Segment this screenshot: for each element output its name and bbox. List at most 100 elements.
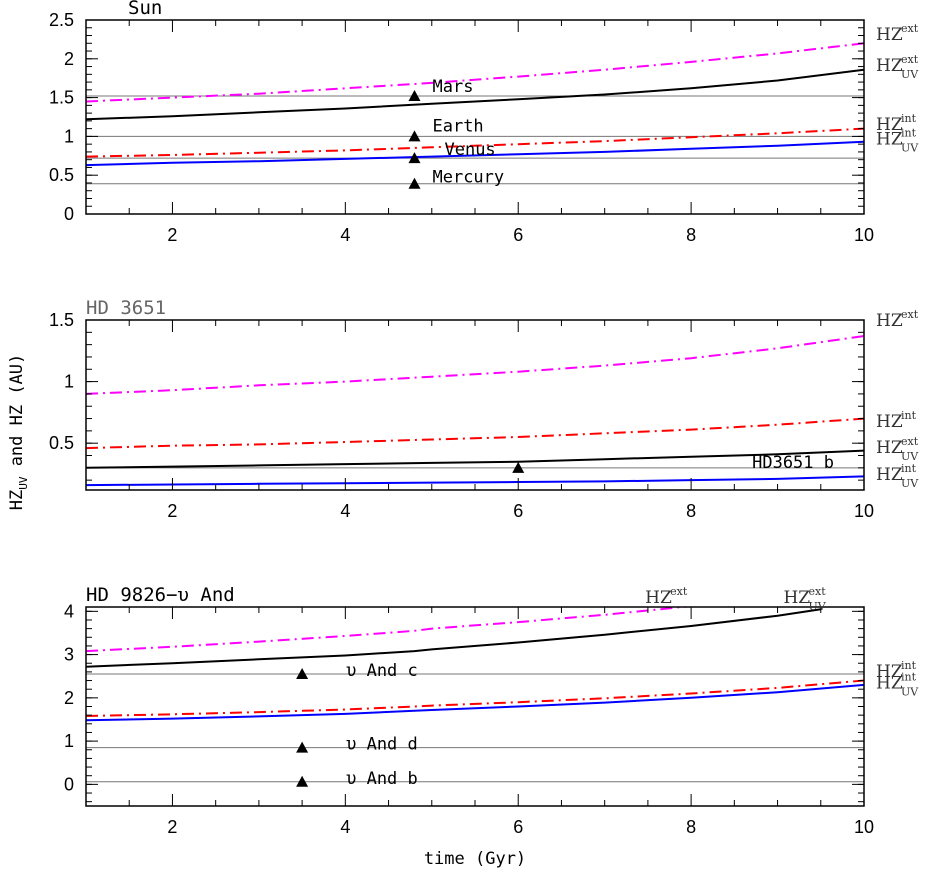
hz-label-sub: UV	[901, 477, 919, 490]
x-tick-label: 10	[854, 817, 874, 837]
series-hz-uv-int	[86, 140, 864, 167]
planet-marker	[408, 130, 421, 142]
y-tick-label: 1.5	[49, 310, 74, 330]
x-tick-label: 6	[513, 225, 523, 245]
hz-label-main: HZ	[783, 588, 810, 608]
hz-label-sup: int	[901, 659, 917, 672]
planet-label: υ And d	[346, 735, 418, 755]
hz-label-sup: ext	[808, 585, 826, 598]
y-tick-label: 0	[64, 204, 74, 224]
hz-label-sup: ext	[901, 435, 919, 448]
planet-label: Venus	[444, 140, 495, 160]
y-tick-label: 0.5	[49, 433, 74, 453]
x-tick-label: 4	[340, 225, 350, 245]
planet-label: Mars	[432, 77, 473, 97]
series-hz-int	[86, 679, 864, 717]
planet-label: Earth	[432, 116, 483, 136]
planet-marker	[296, 668, 309, 680]
hz-label-sub: UV	[901, 142, 919, 155]
hz-label-sup: ext	[901, 53, 919, 66]
y-tick-label: 2	[64, 688, 74, 708]
hz-label-sup: int	[901, 112, 917, 125]
planet-marker	[408, 152, 421, 164]
panel-title: HD 9826−υ And	[86, 584, 235, 606]
hz-label-sup: int	[901, 462, 917, 475]
planet-label: υ And b	[346, 769, 418, 789]
y-axis-title: HZUV and HZ (AU)	[7, 354, 30, 511]
x-tick-label: 8	[686, 501, 696, 521]
x-tick-label: 2	[167, 501, 177, 521]
y-tick-label: 2.5	[49, 10, 74, 30]
series-hz-ext	[86, 42, 864, 103]
hz-label-sub: UV	[901, 450, 919, 463]
series-hz-uv-ext	[86, 68, 864, 121]
x-tick-label: 10	[854, 225, 874, 245]
y-tick-label: 4	[64, 601, 74, 621]
hz-label-sup: int	[901, 409, 917, 422]
x-tick-label: 4	[340, 817, 350, 837]
x-tick-label: 6	[513, 817, 523, 837]
x-tick-label: 8	[686, 817, 696, 837]
panel-1: 2 4 6 8 10 0 0.5 1 1.5 2 2.5 Sun Mars Earth Venus Mercu…	[49, 0, 919, 245]
planet-marker	[296, 741, 309, 753]
hz-label-sub: UV	[901, 68, 919, 81]
panel-3: 2 4 6 8 10 0 1 2 3 4 HD 9826−υ And υ And c υ And d υ …	[64, 584, 919, 837]
plot-frame	[85, 319, 865, 491]
x-tick-label: 10	[854, 501, 874, 521]
x-axis-title: time (Gyr)	[424, 849, 526, 869]
y-tick-label: 1	[64, 731, 74, 751]
hz-label-main: HZ	[876, 673, 903, 693]
y-tick-label: 3	[64, 645, 74, 665]
panel-title: Sun	[128, 0, 162, 19]
x-tick-label: 6	[513, 501, 523, 521]
planet-marker	[296, 775, 309, 787]
hz-label-main: HZ	[876, 438, 903, 458]
planet-marker	[512, 461, 525, 473]
hz-label-sub: UV	[808, 600, 826, 613]
y-tick-label: 2	[64, 49, 74, 69]
hz-label-main: HZ	[876, 56, 903, 76]
series-hz-int	[86, 127, 864, 158]
hz-label-sup: ext	[901, 308, 919, 321]
hz-label-sup: ext	[670, 585, 688, 598]
y-tick-label: 0.5	[49, 165, 74, 185]
hz-label-main: HZ	[876, 662, 903, 682]
x-tick-label: 2	[167, 817, 177, 837]
hz-label-sub: UV	[901, 685, 919, 698]
planet-label: HD3651 b	[752, 453, 834, 473]
hz-label-main: HZ	[876, 25, 903, 45]
series-hz-uv-int	[86, 475, 864, 487]
hz-label-main: HZ	[876, 130, 903, 150]
y-tick-label: 1	[64, 126, 74, 146]
planet-marker	[408, 90, 421, 102]
hz-label-main: HZ	[645, 588, 672, 608]
hz-label-sup: ext	[901, 22, 919, 35]
x-tick-label: 8	[686, 225, 696, 245]
y-tick-label: 1	[64, 372, 74, 392]
series-hz-uv-int	[86, 683, 864, 722]
planet-label: Mercury	[432, 168, 504, 188]
series-hz-ext	[86, 607, 692, 653]
planet-label: υ And c	[346, 661, 418, 681]
y-tick-label: 1.5	[49, 88, 74, 108]
hz-label-main: HZ	[876, 115, 903, 135]
y-tick-label: 0	[64, 774, 74, 794]
planet-marker	[408, 177, 421, 189]
series-hz-ext	[86, 335, 864, 395]
hz-label-sup: int	[901, 670, 917, 683]
hz-label-sup: int	[901, 127, 917, 140]
plot-frame	[85, 606, 865, 807]
